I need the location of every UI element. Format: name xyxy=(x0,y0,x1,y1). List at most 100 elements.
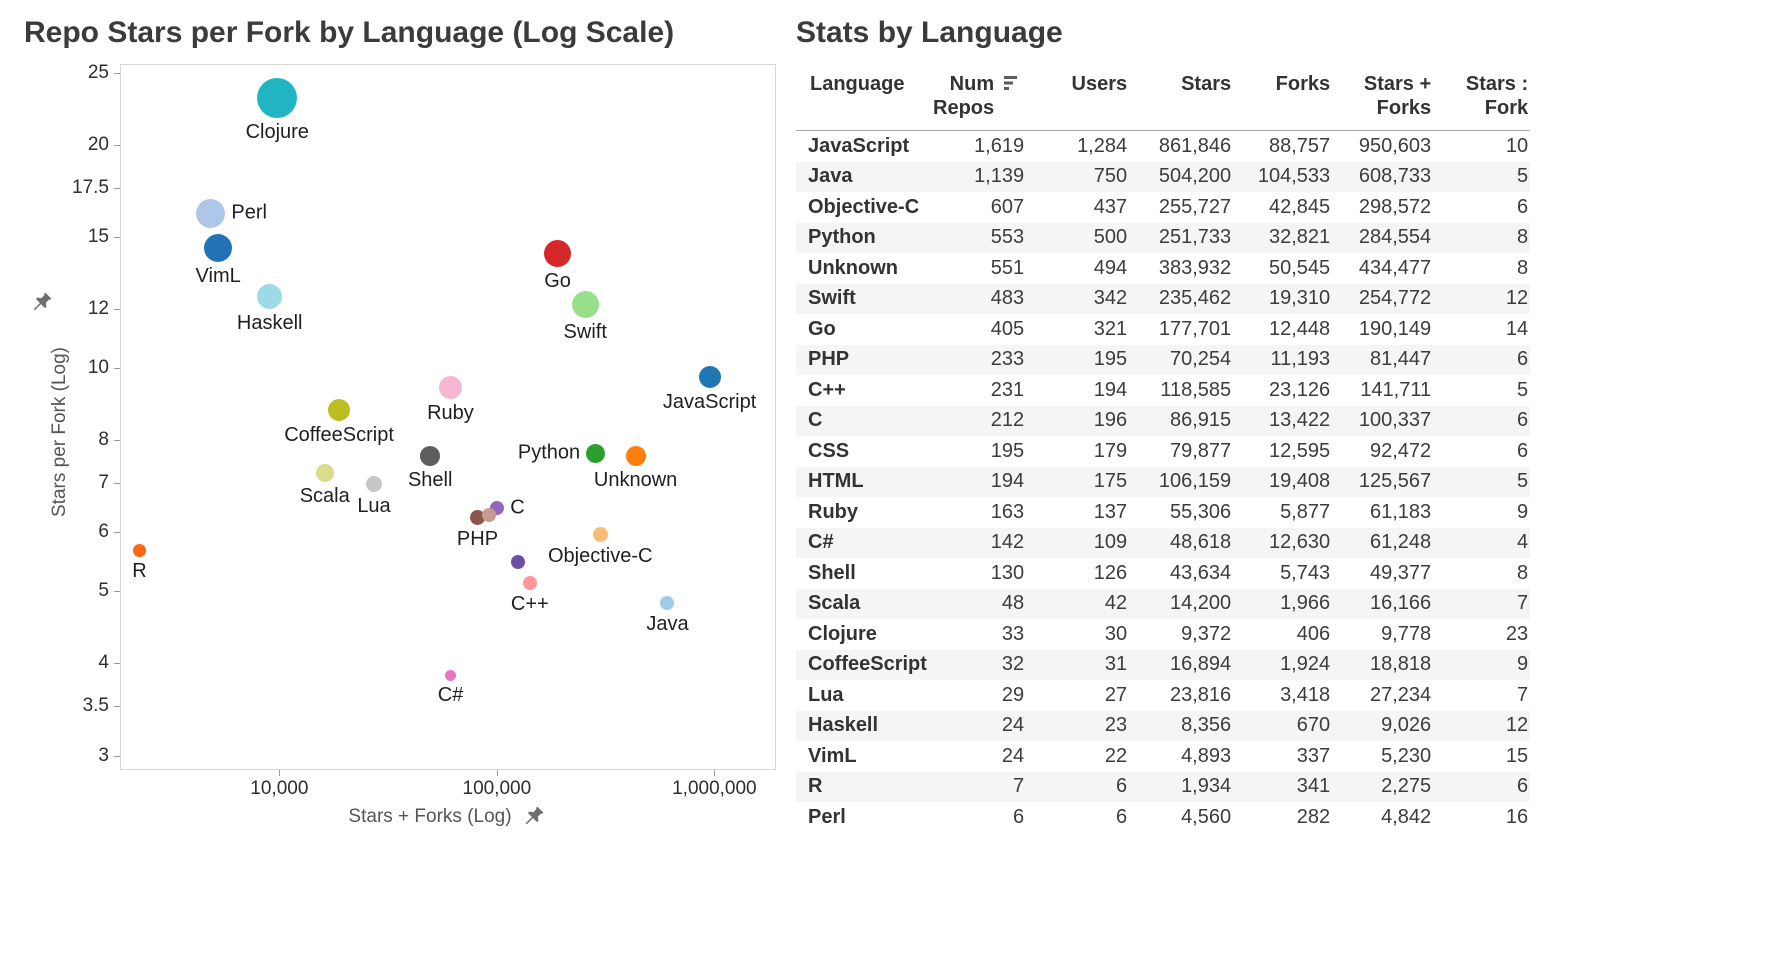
cell-stars_plus_forks[interactable]: 9,778 xyxy=(1381,622,1432,645)
table-row-scala[interactable]: Scala 48 42 14,200 1,966 16,166 7 xyxy=(796,588,1531,619)
cell-num_repos[interactable]: 33 xyxy=(1001,622,1025,645)
table-row-go[interactable]: Go 405 321 177,701 12,448 190,149 14 xyxy=(796,314,1530,345)
cell-stars_per_fork[interactable]: 6 xyxy=(1517,348,1529,371)
cell-stars[interactable]: 79,877 xyxy=(1169,439,1232,462)
cell-stars[interactable]: 16,894 xyxy=(1169,653,1232,676)
cell-num_repos[interactable]: 48 xyxy=(1001,592,1025,615)
cell-stars[interactable]: 251,733 xyxy=(1158,226,1232,249)
table-row-swift[interactable]: Swift 483 342 235,462 19,310 254,772 12 xyxy=(796,283,1531,314)
cell-forks[interactable]: 42,845 xyxy=(1268,195,1331,218)
cell-users[interactable]: 22 xyxy=(1104,744,1128,767)
cell-users[interactable]: 42 xyxy=(1104,592,1128,615)
cell-language[interactable]: C xyxy=(808,409,823,432)
column-header-stars-plus-forks[interactable]: Stars + Forks xyxy=(1332,66,1433,131)
cell-forks[interactable]: 341 xyxy=(1296,775,1331,798)
cell-language[interactable]: JavaScript xyxy=(808,134,910,157)
cell-language[interactable]: CoffeeScript xyxy=(808,653,927,676)
cell-forks[interactable]: 282 xyxy=(1296,805,1331,828)
cell-stars_per_fork[interactable]: 7 xyxy=(1517,592,1529,615)
cell-users[interactable]: 6 xyxy=(1116,805,1128,828)
cell-stars_per_fork[interactable]: 4 xyxy=(1517,531,1529,554)
cell-num_repos[interactable]: 607 xyxy=(990,195,1025,218)
cell-stars_per_fork[interactable]: 5 xyxy=(1517,378,1529,401)
cell-stars_plus_forks[interactable]: 16,166 xyxy=(1369,592,1432,615)
cell-language[interactable]: HTML xyxy=(808,470,864,493)
cell-stars_plus_forks[interactable]: 61,183 xyxy=(1369,500,1432,523)
cell-forks[interactable]: 13,422 xyxy=(1268,409,1331,432)
x-axis-pin-icon[interactable] xyxy=(512,806,546,827)
cell-users[interactable]: 437 xyxy=(1093,195,1128,218)
cell-forks[interactable]: 12,630 xyxy=(1268,531,1331,554)
point-python[interactable] xyxy=(586,443,606,463)
cell-stars_per_fork[interactable]: 15 xyxy=(1505,744,1529,767)
cell-stars_per_fork[interactable]: 6 xyxy=(1517,439,1529,462)
cell-stars_plus_forks[interactable]: 284,554 xyxy=(1358,226,1432,249)
cell-forks[interactable]: 104,533 xyxy=(1257,165,1331,188)
cell-stars_plus_forks[interactable]: 434,477 xyxy=(1358,256,1432,279)
cell-language[interactable]: Perl xyxy=(808,805,846,828)
point-unknown[interactable] xyxy=(625,446,646,467)
cell-stars_plus_forks[interactable]: 4,842 xyxy=(1381,805,1432,828)
cell-language[interactable]: Shell xyxy=(808,561,856,584)
cell-stars_plus_forks[interactable]: 2,275 xyxy=(1381,775,1432,798)
cell-users[interactable]: 31 xyxy=(1104,653,1128,676)
cell-stars_plus_forks[interactable]: 190,149 xyxy=(1358,317,1432,340)
table-row-shell[interactable]: Shell 130 126 43,634 5,743 49,377 8 xyxy=(796,558,1530,589)
cell-forks[interactable]: 23,126 xyxy=(1268,378,1331,401)
cell-num_repos[interactable]: 29 xyxy=(1001,683,1025,706)
cell-num_repos[interactable]: 24 xyxy=(1001,744,1025,767)
cell-users[interactable]: 109 xyxy=(1093,531,1128,554)
cell-stars_plus_forks[interactable]: 5,230 xyxy=(1381,744,1432,767)
table-row-c[interactable]: C 212 196 86,915 13,422 100,337 6 xyxy=(796,405,1531,436)
cell-num_repos[interactable]: 553 xyxy=(990,226,1025,249)
cell-language[interactable]: C# xyxy=(808,531,834,554)
cell-num_repos[interactable]: 7 xyxy=(1013,775,1025,798)
cell-stars[interactable]: 4,560 xyxy=(1181,805,1232,828)
table-row-haskell[interactable]: Haskell 24 23 8,356 670 9,026 12 xyxy=(796,710,1531,741)
cell-num_repos[interactable]: 6 xyxy=(1013,805,1025,828)
cell-users[interactable]: 195 xyxy=(1093,348,1128,371)
table-row-unknown[interactable]: Unknown 551 494 383,932 50,545 434,477 8 xyxy=(796,253,1530,284)
cell-stars[interactable]: 383,932 xyxy=(1158,256,1232,279)
cell-stars_plus_forks[interactable]: 608,733 xyxy=(1358,165,1432,188)
cell-stars_per_fork[interactable]: 8 xyxy=(1517,256,1529,279)
cell-forks[interactable]: 670 xyxy=(1296,714,1331,737)
cell-num_repos[interactable]: 1,139 xyxy=(974,165,1025,188)
point-ruby[interactable] xyxy=(438,375,462,399)
cell-stars_plus_forks[interactable]: 61,248 xyxy=(1369,531,1432,554)
cell-users[interactable]: 30 xyxy=(1104,622,1128,645)
cell-language[interactable]: Go xyxy=(808,317,836,340)
cell-stars_per_fork[interactable]: 14 xyxy=(1505,317,1529,340)
cell-language[interactable]: Haskell xyxy=(808,714,879,737)
cell-stars_plus_forks[interactable]: 125,567 xyxy=(1358,470,1432,493)
cell-stars_per_fork[interactable]: 8 xyxy=(1517,226,1529,249)
cell-stars_plus_forks[interactable]: 298,572 xyxy=(1358,195,1432,218)
cell-num_repos[interactable]: 483 xyxy=(990,287,1025,310)
point-haskell[interactable] xyxy=(257,284,283,310)
cell-stars_plus_forks[interactable]: 49,377 xyxy=(1369,561,1432,584)
column-header-num-repos[interactable]: Num Repos xyxy=(931,66,1026,131)
cell-num_repos[interactable]: 212 xyxy=(990,409,1025,432)
cell-stars[interactable]: 4,893 xyxy=(1181,744,1232,767)
cell-stars[interactable]: 235,462 xyxy=(1158,287,1232,310)
cell-stars[interactable]: 43,634 xyxy=(1169,561,1232,584)
point-scala[interactable] xyxy=(315,463,334,482)
point-java[interactable] xyxy=(660,596,675,611)
cell-stars_plus_forks[interactable]: 9,026 xyxy=(1381,714,1432,737)
cell-users[interactable]: 342 xyxy=(1093,287,1128,310)
point-css[interactable] xyxy=(482,507,497,522)
table-row-ruby[interactable]: Ruby 163 137 55,306 5,877 61,183 9 xyxy=(796,497,1530,528)
cell-stars_per_fork[interactable]: 5 xyxy=(1517,470,1529,493)
cell-users[interactable]: 321 xyxy=(1093,317,1128,340)
table-row-c[interactable]: C++ 231 194 118,585 23,126 141,711 5 xyxy=(796,375,1530,406)
point-swift[interactable] xyxy=(571,290,599,318)
point-perl[interactable] xyxy=(196,198,226,228)
cell-users[interactable]: 23 xyxy=(1104,714,1128,737)
cell-stars[interactable]: 255,727 xyxy=(1158,195,1232,218)
cell-stars[interactable]: 504,200 xyxy=(1158,165,1232,188)
cell-stars[interactable]: 55,306 xyxy=(1169,500,1232,523)
cell-stars[interactable]: 177,701 xyxy=(1158,317,1232,340)
cell-forks[interactable]: 32,821 xyxy=(1268,226,1331,249)
cell-forks[interactable]: 11,193 xyxy=(1270,348,1331,371)
cell-users[interactable]: 1,284 xyxy=(1077,134,1128,157)
